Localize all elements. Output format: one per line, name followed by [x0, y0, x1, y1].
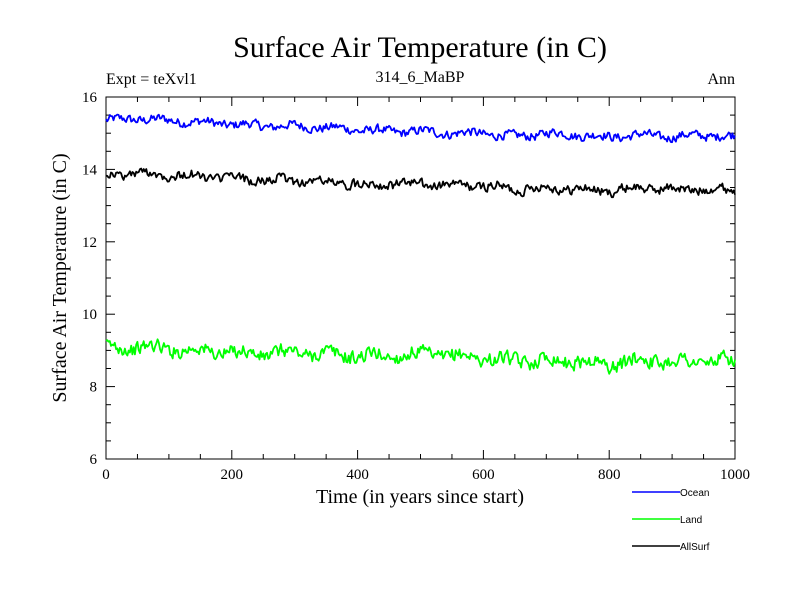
x-axis-label: Time (in years since start): [316, 486, 524, 508]
y-tick-label: 14: [82, 162, 98, 178]
x-tick-label: 800: [598, 467, 621, 483]
series-line-ocean: [105, 113, 736, 144]
x-tick-label: 400: [346, 467, 369, 483]
series-line-allsurf: [105, 167, 736, 199]
chart-title: Surface Air Temperature (in C): [233, 31, 607, 64]
y-tick-label: 6: [90, 452, 98, 468]
axis-ticks: 0 200 400 600 800 1000 6 8 10 12 14 16: [82, 90, 750, 483]
y-tick-label: 10: [82, 307, 97, 323]
period-label: Ann: [707, 71, 735, 88]
legend-label-land: Land: [680, 515, 702, 526]
chart-subtitle: 314_6_MaBP: [376, 69, 465, 86]
experiment-label: Expt = teXvl1: [106, 71, 197, 88]
x-tick-label: 1000: [720, 467, 750, 483]
legend-label-allsurf: AllSurf: [680, 542, 710, 553]
y-tick-label: 16: [82, 90, 98, 106]
x-tick-label: 0: [102, 467, 110, 483]
x-tick-label: 200: [221, 467, 244, 483]
series-line-land: [105, 338, 736, 375]
y-axis-label: Surface Air Temperature (in C): [49, 153, 71, 402]
x-tick-label: 600: [472, 467, 495, 483]
legend: Ocean Land AllSurf: [632, 488, 710, 553]
series-lines: [105, 113, 736, 375]
plot-frame: [105, 96, 736, 460]
y-tick-label: 12: [82, 235, 97, 251]
y-tick-label: 8: [90, 380, 98, 396]
legend-label-ocean: Ocean: [680, 488, 709, 499]
